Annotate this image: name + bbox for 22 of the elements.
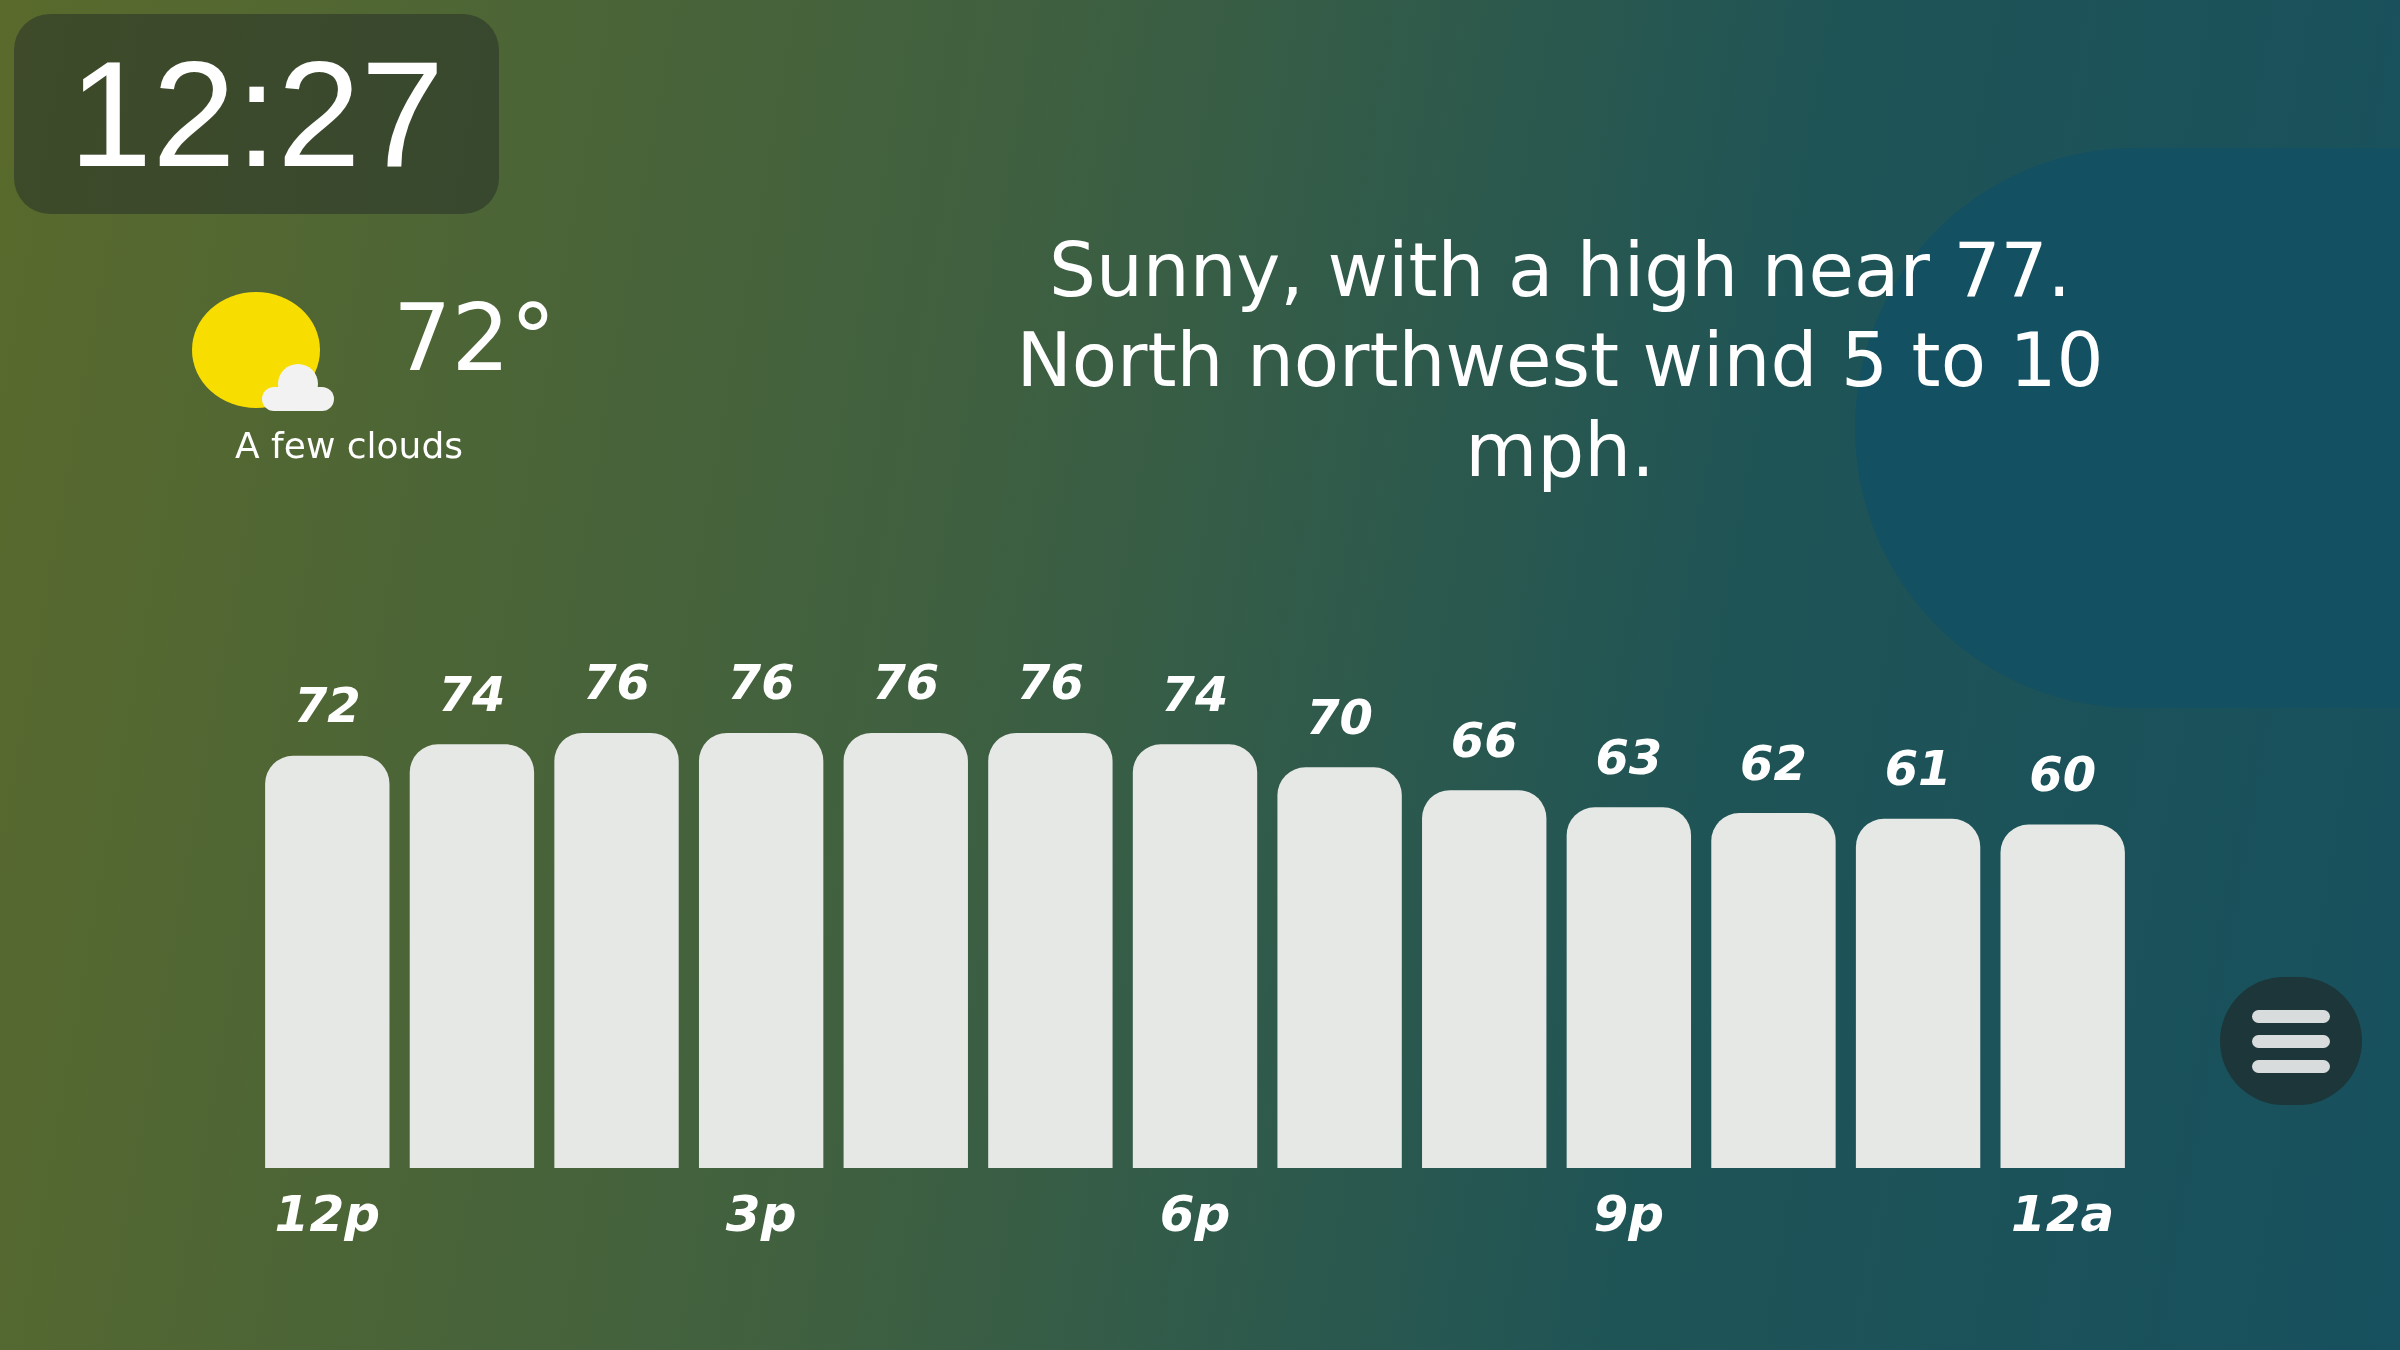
text: 72°	[393, 285, 557, 392]
x-tick-label: 12p	[274, 1184, 380, 1243]
data-label: 76	[872, 654, 940, 711]
x-tick-label: 12a	[2011, 1184, 2115, 1243]
x-tick-label: 9p	[1593, 1184, 1665, 1243]
text: A few clouds	[235, 425, 464, 466]
data-label: 74	[1161, 665, 1229, 722]
x-tick-label: 3p	[725, 1184, 797, 1243]
data-label: 63	[1595, 728, 1663, 785]
data-label: 76	[1016, 654, 1084, 711]
data-label: 62	[1740, 734, 1807, 791]
data-label: 66	[1450, 711, 1518, 768]
x-tick-label: 6p	[1159, 1184, 1231, 1243]
text: 12:27	[14, 14, 499, 214]
data-label: 76	[727, 654, 795, 711]
data-label: 72	[293, 677, 361, 734]
data-label: 76	[583, 654, 650, 711]
data-label: 61	[1884, 740, 1952, 797]
data-label: 74	[438, 665, 506, 722]
data-label: 60	[2029, 745, 2097, 802]
text: Sunny, with a high near 77. North northwest wind 5 to 10 mph.	[1015, 226, 2105, 495]
data-label: 70	[1306, 688, 1374, 745]
